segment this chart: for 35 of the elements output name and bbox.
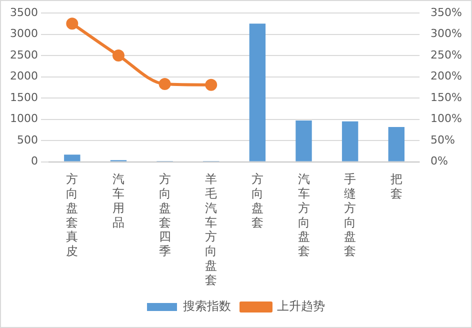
y-tick-label: 0	[30, 154, 38, 168]
x-tick-label: 汽车方向盘套	[298, 172, 310, 258]
y-tick-label: 3000	[10, 27, 38, 40]
y2-tick-label: 0%	[430, 154, 448, 168]
y2-tick-label: 350%	[430, 6, 462, 19]
point	[158, 78, 171, 90]
bar	[64, 154, 80, 162]
y-tick-label: 500	[16, 133, 38, 146]
bar	[296, 120, 312, 162]
legend-label: 搜索指数	[183, 299, 231, 314]
legend-label: 上升趋势	[277, 299, 325, 314]
point	[112, 50, 124, 62]
y2-tick-label: 300%	[430, 27, 462, 40]
x-tick-label: 把套	[390, 172, 402, 201]
x-tick-label: 羊毛汽车方向盘套	[205, 172, 218, 287]
point	[66, 18, 78, 30]
x-tick-label: 手缝方向盘套	[344, 172, 356, 258]
y2-tick-label: 200%	[430, 70, 462, 83]
bar	[342, 121, 358, 162]
x-tick-label: 方向盘套真皮	[66, 172, 78, 258]
bar	[249, 24, 266, 162]
x-tick-label: 方向盘套	[251, 172, 264, 230]
y-tick-label: 2000	[10, 70, 38, 83]
y2-tick-label: 150%	[430, 90, 462, 104]
x-tick-label: 汽车用品	[112, 172, 124, 230]
y-tick-label: 3500	[10, 6, 38, 19]
y-tick-label: 1500	[10, 90, 38, 104]
y-tick-label: 2500	[10, 48, 38, 62]
x-tick-label: 方向盘套四季	[158, 172, 171, 258]
point	[205, 78, 218, 91]
bar	[388, 126, 404, 162]
y2-tick-label: 100%	[430, 112, 462, 126]
y2-tick-label: 50%	[430, 133, 456, 146]
y-tick-label: 1000	[10, 112, 38, 126]
y2-tick-label: 250%	[430, 48, 462, 62]
